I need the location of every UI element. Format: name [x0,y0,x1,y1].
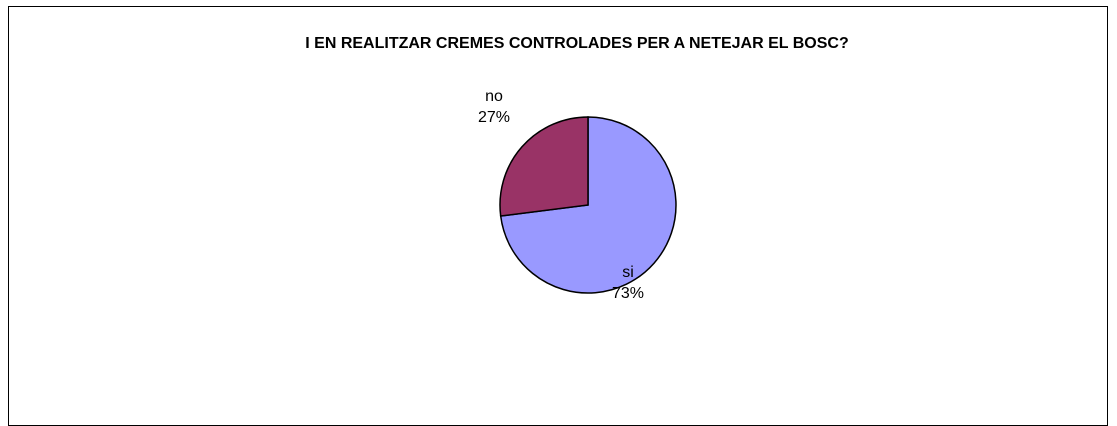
pie-chart: I EN REALITZAR CREMES CONTROLADES PER A … [305,35,848,302]
pie-slices [499,116,677,294]
slice-label-si: si [622,264,634,281]
slice-label-no: no [485,88,503,105]
slice-percent-si: 73% [612,285,644,302]
pie-labels: si 73% no 27% [478,88,644,302]
pie-slice-no [499,116,589,217]
slice-percent-no: 27% [478,109,510,126]
chart-title: I EN REALITZAR CREMES CONTROLADES PER A … [305,35,848,52]
